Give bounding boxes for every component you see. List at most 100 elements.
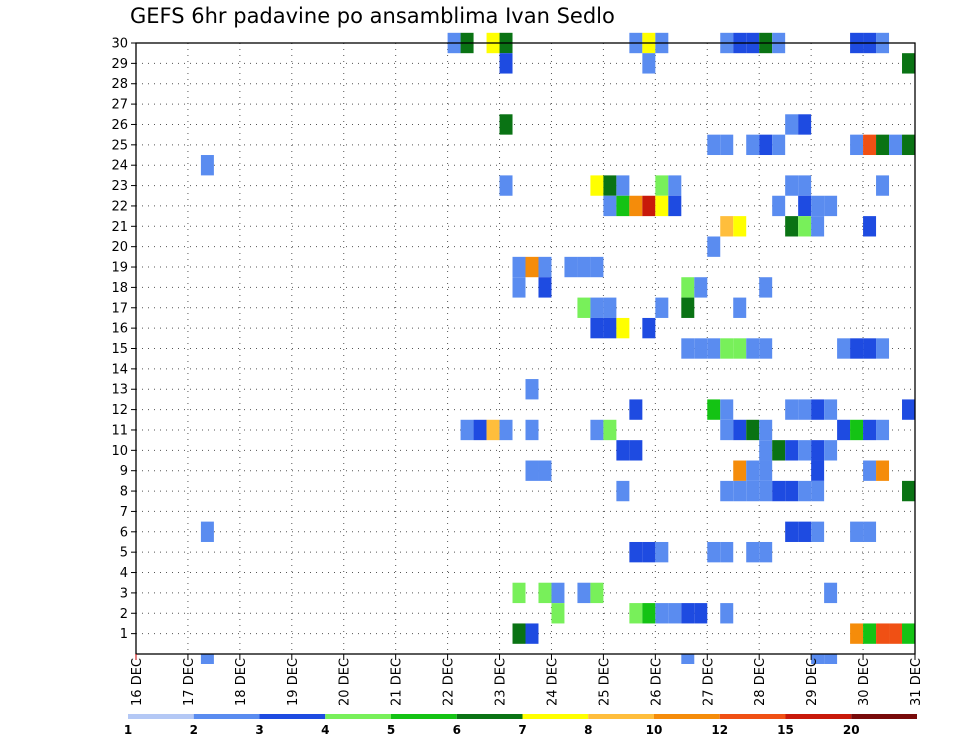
- data-cell: [863, 460, 877, 481]
- data-cell: [629, 195, 643, 217]
- data-cell: [811, 521, 825, 542]
- data-cell: [694, 603, 708, 624]
- data-cell: [811, 654, 825, 664]
- data-cell: [616, 175, 630, 196]
- data-cell: [720, 399, 734, 420]
- data-cell: [707, 541, 721, 563]
- data-cell: [538, 460, 552, 481]
- data-cell: [577, 256, 591, 278]
- y-tick-label: 27: [111, 98, 128, 113]
- data-cell: [590, 175, 604, 196]
- y-tick-label: 21: [111, 220, 128, 235]
- y-tick-label: 25: [111, 138, 128, 153]
- data-cell: [538, 277, 552, 298]
- data-cell: [655, 603, 669, 624]
- colorbar-segment: [391, 714, 457, 719]
- data-cell: [551, 582, 565, 604]
- y-tick-label: 11: [111, 423, 128, 438]
- data-cell: [759, 460, 773, 481]
- data-cell: [876, 134, 890, 156]
- x-tick-label: 28 DEC: [753, 658, 768, 706]
- data-cell: [642, 317, 656, 339]
- data-cell: [785, 114, 799, 135]
- y-tick-label: 2: [120, 607, 128, 622]
- data-cell: [733, 216, 747, 237]
- data-cell: [590, 256, 604, 278]
- data-cell: [902, 480, 915, 502]
- data-cell: [629, 440, 643, 461]
- data-cell: [746, 134, 760, 156]
- y-tick-label: 8: [120, 485, 128, 500]
- y-tick-label: 15: [111, 342, 128, 357]
- data-cell: [863, 419, 877, 441]
- data-cell: [525, 256, 539, 278]
- x-tick-label: 30 DEC: [857, 658, 872, 706]
- data-cell: [746, 541, 760, 563]
- x-tick-label: 20 DEC: [338, 658, 353, 706]
- data-cell: [785, 521, 799, 542]
- colorbar-label: 1: [124, 723, 132, 737]
- data-cell: [798, 114, 812, 135]
- y-tick-label: 3: [120, 586, 128, 601]
- data-cell: [863, 338, 877, 359]
- data-cell: [642, 603, 656, 624]
- data-cell: [512, 277, 526, 298]
- data-cell: [863, 623, 877, 644]
- colorbar-label: 10: [646, 723, 663, 737]
- data-cell: [681, 338, 695, 359]
- colorbar-segment: [456, 714, 523, 719]
- data-cell: [655, 541, 669, 563]
- data-cell: [733, 297, 747, 318]
- data-cell: [707, 399, 721, 420]
- data-cell: [876, 338, 890, 359]
- data-cell: [642, 195, 656, 217]
- data-cell: [824, 399, 838, 420]
- data-cell: [785, 216, 799, 237]
- y-tick-label: 14: [111, 362, 128, 377]
- data-cell: [603, 317, 617, 339]
- data-cell: [681, 277, 695, 298]
- data-cell: [824, 195, 838, 217]
- data-cell: [733, 338, 747, 359]
- x-tick-label: 19 DEC: [286, 658, 301, 706]
- data-cell: [746, 460, 760, 481]
- data-cell: [564, 256, 578, 278]
- data-cell: [707, 134, 721, 156]
- data-cell: [551, 603, 565, 624]
- data-cell: [733, 419, 747, 441]
- y-tick-label: 9: [120, 464, 128, 479]
- data-cell: [785, 440, 799, 461]
- data-cell: [746, 480, 760, 502]
- data-cell: [811, 480, 825, 502]
- data-cell: [902, 399, 915, 420]
- y-tick-label: 24: [111, 159, 128, 174]
- data-cell: [824, 440, 838, 461]
- data-cell: [590, 317, 604, 339]
- y-tick-label: 26: [111, 118, 128, 133]
- data-cell: [629, 399, 643, 420]
- data-cell: [655, 297, 669, 318]
- y-tick-label: 22: [111, 199, 128, 214]
- data-cell: [460, 419, 474, 441]
- y-tick-label: 1: [120, 627, 128, 642]
- colorbar-label: 12: [711, 723, 728, 737]
- data-cell: [525, 379, 539, 400]
- colorbar-label: 7: [518, 723, 526, 737]
- y-tick-label: 28: [111, 77, 128, 92]
- colorbar-segment: [588, 714, 654, 719]
- data-cell: [720, 338, 734, 359]
- data-cell: [772, 195, 786, 217]
- data-cell: [200, 521, 214, 542]
- data-cell: [876, 419, 890, 441]
- data-cell: [525, 419, 539, 441]
- data-cell: [876, 175, 890, 196]
- data-cell: [499, 175, 513, 196]
- colorbar-label: 15: [777, 723, 794, 737]
- data-cell: [590, 419, 604, 441]
- x-tick-label: 24 DEC: [545, 658, 560, 706]
- data-cell: [850, 134, 864, 156]
- x-tick-label: 29 DEC: [805, 658, 820, 706]
- data-cell: [720, 480, 734, 502]
- y-tick-label: 23: [111, 179, 128, 194]
- colorbar-segment: [654, 714, 720, 719]
